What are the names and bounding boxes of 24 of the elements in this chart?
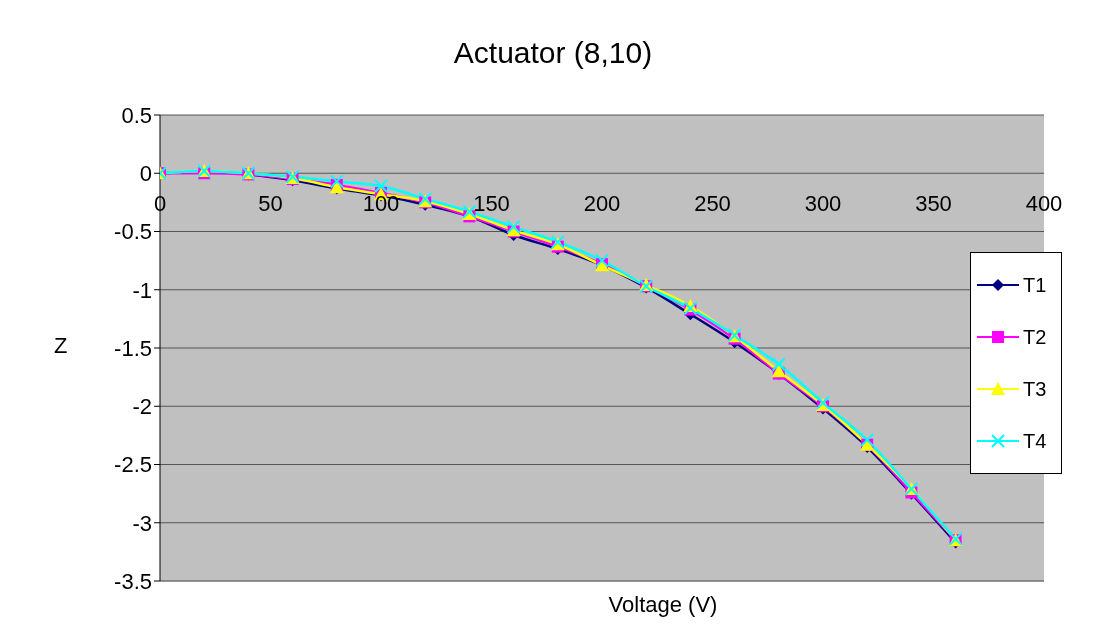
legend-label: T2 bbox=[1023, 325, 1047, 349]
y-tick-label: 0 bbox=[139, 161, 152, 187]
y-tick-label: -3 bbox=[132, 510, 152, 536]
x-axis-title: Voltage (V) bbox=[607, 592, 719, 618]
y-axis-title: Z bbox=[54, 333, 68, 359]
x-tick-label: 300 bbox=[804, 191, 842, 217]
x-tick-label: 50 bbox=[258, 191, 283, 217]
x-tick-label: 250 bbox=[694, 191, 731, 217]
x-tick-label: 400 bbox=[1025, 191, 1063, 217]
x-tick-label: 350 bbox=[915, 191, 952, 217]
y-tick-label: -0.5 bbox=[114, 219, 152, 245]
y-tick-label: -3.5 bbox=[114, 568, 152, 594]
chart-title: Actuator (8,10) bbox=[452, 36, 654, 70]
y-tick-label: -1.5 bbox=[114, 335, 152, 361]
x-tick-label: 100 bbox=[362, 191, 400, 217]
x-tick-label: 150 bbox=[473, 191, 510, 217]
legend-label: T4 bbox=[1023, 429, 1047, 453]
y-tick-label: -2.5 bbox=[114, 452, 152, 478]
legend-label: T1 bbox=[1023, 273, 1047, 297]
y-tick-label: 0.5 bbox=[121, 102, 152, 128]
y-tick-label: -2 bbox=[132, 394, 152, 420]
x-tick-label: 200 bbox=[583, 191, 621, 217]
legend-label: T3 bbox=[1023, 377, 1047, 401]
y-tick-label: -1 bbox=[132, 277, 152, 303]
